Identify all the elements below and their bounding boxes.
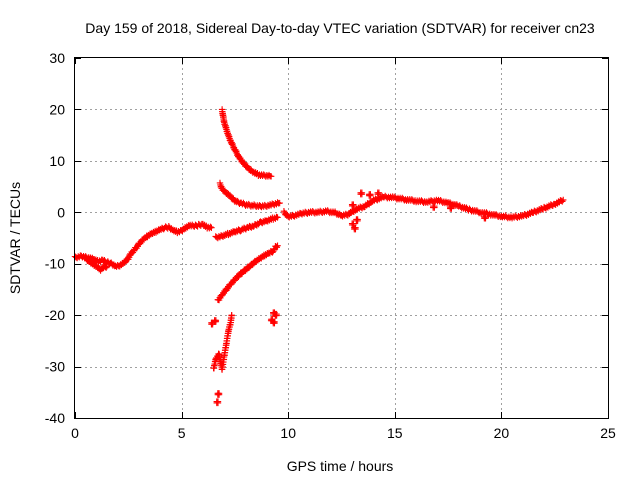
y-tick-label: -40 bbox=[45, 410, 65, 426]
series-early-dip bbox=[82, 254, 111, 274]
data-point bbox=[102, 264, 110, 271]
x-axis-label: GPS time / hours bbox=[287, 458, 394, 474]
y-tick-label: 0 bbox=[57, 204, 65, 220]
data-point bbox=[215, 391, 223, 398]
grid-layer bbox=[75, 58, 608, 418]
data-point bbox=[276, 199, 283, 207]
data-point bbox=[274, 242, 281, 249]
series-afternoon-extras bbox=[348, 189, 489, 233]
x-tick-label: 25 bbox=[600, 425, 616, 441]
y-tick-label: -30 bbox=[45, 359, 65, 375]
x-tick-label: 15 bbox=[387, 425, 403, 441]
data-point bbox=[269, 249, 276, 256]
y-tick-label: 30 bbox=[49, 50, 65, 66]
data-point bbox=[559, 198, 566, 205]
data-point bbox=[228, 311, 235, 319]
data-point bbox=[273, 244, 281, 251]
data-point bbox=[208, 224, 215, 231]
data-point bbox=[448, 205, 455, 212]
series-arc-deep bbox=[210, 311, 235, 373]
tick-layer bbox=[75, 58, 609, 419]
data-point bbox=[271, 320, 278, 327]
y-tick-label: -20 bbox=[45, 307, 65, 323]
data-layer bbox=[71, 106, 567, 407]
chart-title: Day 159 of 2018, Sidereal Day-to-day VTE… bbox=[85, 20, 595, 36]
series-arc-rising bbox=[214, 242, 281, 304]
data-point bbox=[482, 215, 489, 222]
series-afternoon-arc bbox=[280, 192, 567, 222]
data-point bbox=[214, 399, 222, 407]
x-tick-label: 20 bbox=[494, 425, 510, 441]
y-axis-label: SDTVAR / TECUs bbox=[7, 182, 23, 294]
data-point bbox=[207, 223, 214, 231]
data-point bbox=[273, 312, 280, 319]
y-tick-label: 10 bbox=[49, 153, 65, 169]
data-point bbox=[431, 204, 438, 211]
plot-frame bbox=[74, 57, 609, 419]
data-point bbox=[354, 217, 361, 225]
x-tick-label: 5 bbox=[178, 425, 186, 441]
series-arc-mid-low bbox=[212, 213, 281, 242]
data-point bbox=[274, 214, 281, 221]
series-arc-mid bbox=[216, 179, 283, 211]
y-tick-label: -10 bbox=[45, 256, 65, 272]
data-point bbox=[352, 225, 359, 233]
data-point bbox=[350, 202, 357, 210]
data-point bbox=[560, 196, 567, 204]
series-arc-high bbox=[218, 106, 275, 180]
label-layer: 0 5 10 15 20 25 -40 -30 -20 -10 0 10 20 30 bbox=[45, 50, 616, 441]
y-tick-label: 20 bbox=[49, 101, 65, 117]
data-point bbox=[375, 190, 383, 198]
data-point bbox=[212, 318, 220, 325]
data-point bbox=[103, 263, 111, 270]
x-tick-label: 0 bbox=[71, 425, 79, 441]
data-point bbox=[367, 192, 374, 199]
data-point bbox=[358, 190, 366, 198]
x-tick-label: 10 bbox=[280, 425, 296, 441]
data-point bbox=[267, 173, 275, 180]
series-isolated-points bbox=[208, 309, 280, 407]
